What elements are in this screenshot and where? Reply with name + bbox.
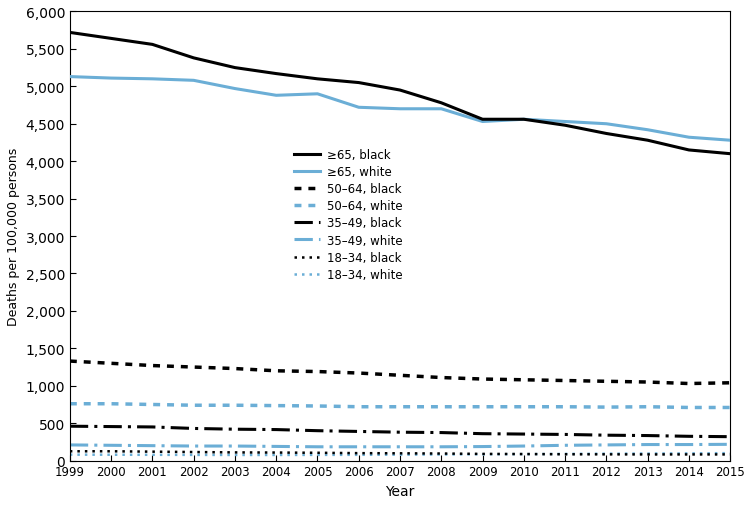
Legend: ≥65, black, ≥65, white, 50–64, black, 50–64, white, 35–49, black, 35–49, white, : ≥65, black, ≥65, white, 50–64, black, 50… <box>290 144 408 286</box>
Y-axis label: Deaths per 100,000 persons: Deaths per 100,000 persons <box>7 147 20 326</box>
X-axis label: Year: Year <box>385 484 414 498</box>
